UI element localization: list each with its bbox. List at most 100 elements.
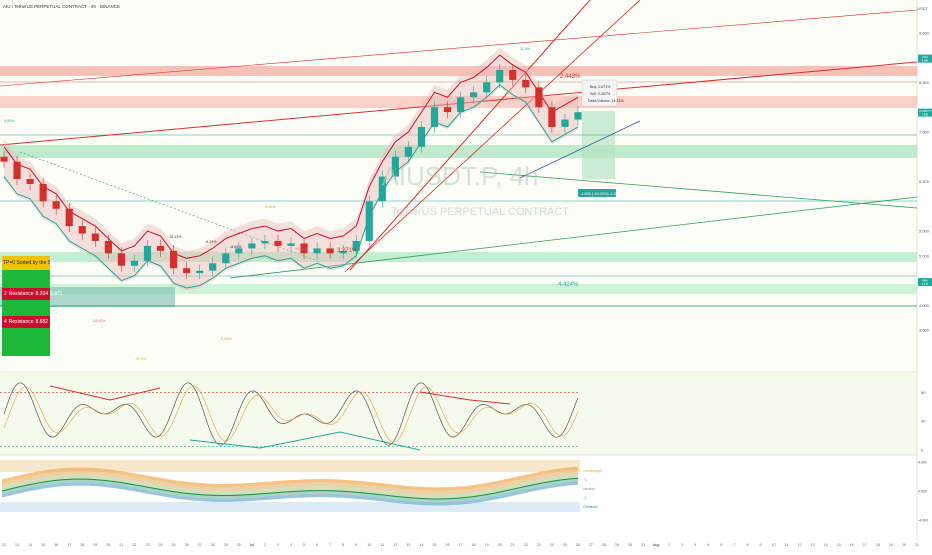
- time-tick: 13: [811, 543, 815, 547]
- price-tick: 3.500: [919, 328, 930, 333]
- candle-body: [156, 245, 165, 251]
- candle-body: [561, 119, 569, 127]
- osc-d-line: [3, 385, 579, 443]
- time-tick: 18: [876, 543, 880, 547]
- sr-row-low: 8.882: [35, 319, 49, 325]
- time-tick: 6: [316, 543, 318, 547]
- time-tick: 19: [485, 543, 489, 547]
- momentum-axis: 4.000 0.000 -4.000: [918, 461, 928, 523]
- oversold-band: [0, 502, 580, 512]
- pct-label: -24.43%: [92, 319, 106, 323]
- momentum-line: [1, 477, 579, 500]
- time-tick: 7: [329, 543, 331, 547]
- time-tick: 3: [681, 543, 683, 547]
- candle-body: [52, 201, 60, 209]
- time-tick: 21: [915, 543, 919, 547]
- time-tick: 31: [641, 543, 645, 547]
- time-tick: 29: [615, 543, 619, 547]
- price-badge-value: 8.980: [922, 59, 929, 63]
- time-tick: 14: [824, 543, 828, 547]
- momentum-tick: 4.000: [918, 461, 927, 465]
- time-tick: 2: [264, 543, 266, 547]
- price-tick: 9.500: [919, 30, 930, 35]
- time-tick: 21: [511, 543, 515, 547]
- pct-label: 5.96%: [265, 205, 276, 209]
- osc-tick: 40: [921, 419, 926, 424]
- ma-line-green: [3, 84, 579, 289]
- candle-body: [39, 183, 47, 202]
- pct-label: 11.4%: [520, 47, 531, 51]
- osc-divergence-red: [49, 385, 161, 401]
- level-label-lower: 4.424%: [558, 282, 579, 288]
- overbought-band: [0, 460, 580, 472]
- time-tick: 14: [28, 543, 32, 547]
- time-tick: 26: [576, 543, 580, 547]
- resistance-zone-top: [0, 66, 917, 76]
- time-tick: 10: [367, 543, 371, 547]
- pct-label: 4.00%: [4, 119, 15, 123]
- momentum-label: Neutral: [583, 487, 595, 491]
- candle-body: [183, 268, 191, 274]
- candle-body: [417, 127, 426, 147]
- trend-line-red: [349, 0, 591, 271]
- price-tick: 6.500: [919, 179, 930, 184]
- candle-body: [313, 248, 321, 254]
- momentum-band: [2, 466, 578, 492]
- osc-divergence-green: [189, 431, 421, 451]
- watermark-subtitle: TetherUS PERPETUAL CONTRACT: [391, 206, 569, 218]
- time-tick: 23: [537, 543, 541, 547]
- price-badge-label: EMA: [922, 279, 928, 283]
- candle-body: [365, 201, 373, 241]
- oscillator-pane-bg: [0, 372, 917, 455]
- candle-body: [130, 260, 139, 266]
- time-tick: 22: [524, 543, 528, 547]
- time-tick: 12: [798, 543, 802, 547]
- osc-tick: 80: [921, 390, 926, 395]
- candles: [0, 64, 582, 280]
- momentum-labels: Overbought +1 Neutral -1 Oversold: [583, 469, 602, 509]
- measure-result: -1.593 (-16.25%) -1,593: [580, 192, 620, 196]
- trend-line-red: [0, 9, 918, 87]
- candle-body: [209, 263, 217, 271]
- candle-body: [248, 243, 256, 249]
- candle-body: [457, 97, 465, 113]
- time-tick: 12: [393, 543, 397, 547]
- trend-line-dashed: [19, 151, 321, 263]
- time-tick: 2: [668, 543, 670, 547]
- support-zone-3: [0, 284, 917, 294]
- measure-box: [582, 111, 615, 179]
- time-tick: 27: [589, 543, 593, 547]
- time-tick: 8: [342, 543, 344, 547]
- time-tick: 20: [106, 543, 110, 547]
- time-tick: 16: [850, 543, 854, 547]
- candle-body: [170, 250, 178, 269]
- time-tick: 16: [445, 543, 449, 547]
- candle-body: [496, 70, 504, 83]
- sr-row-index: 4: [4, 319, 7, 325]
- candle-body: [65, 208, 73, 227]
- momentum-label: Oversold: [583, 505, 597, 509]
- momentum-label: +1: [583, 478, 587, 482]
- pct-label: -8.64%: [230, 245, 242, 249]
- trend-line-green: [479, 171, 918, 209]
- candle-body: [300, 243, 308, 254]
- momentum-tick: 0.000: [918, 490, 927, 494]
- price-badge: [918, 278, 932, 287]
- time-tick: 30: [237, 543, 241, 547]
- price-badge: [918, 54, 932, 63]
- measure-result-badge: [578, 189, 616, 197]
- time-tick: 18: [80, 543, 84, 547]
- time-tick: 20: [498, 543, 502, 547]
- time-tick: 15: [41, 543, 45, 547]
- candle-body: [143, 245, 152, 261]
- sr-row-index: 2: [4, 291, 7, 297]
- candle-body: [196, 270, 204, 274]
- time-tick: 23: [145, 543, 149, 547]
- time-tick: Jul: [250, 543, 255, 547]
- sr-row-type: Resistance: [8, 319, 34, 325]
- time-tick: 25: [563, 543, 567, 547]
- time-tick: 14: [419, 543, 423, 547]
- candle-body: [78, 226, 86, 234]
- oscillator-axis: 80 40 0: [921, 390, 926, 453]
